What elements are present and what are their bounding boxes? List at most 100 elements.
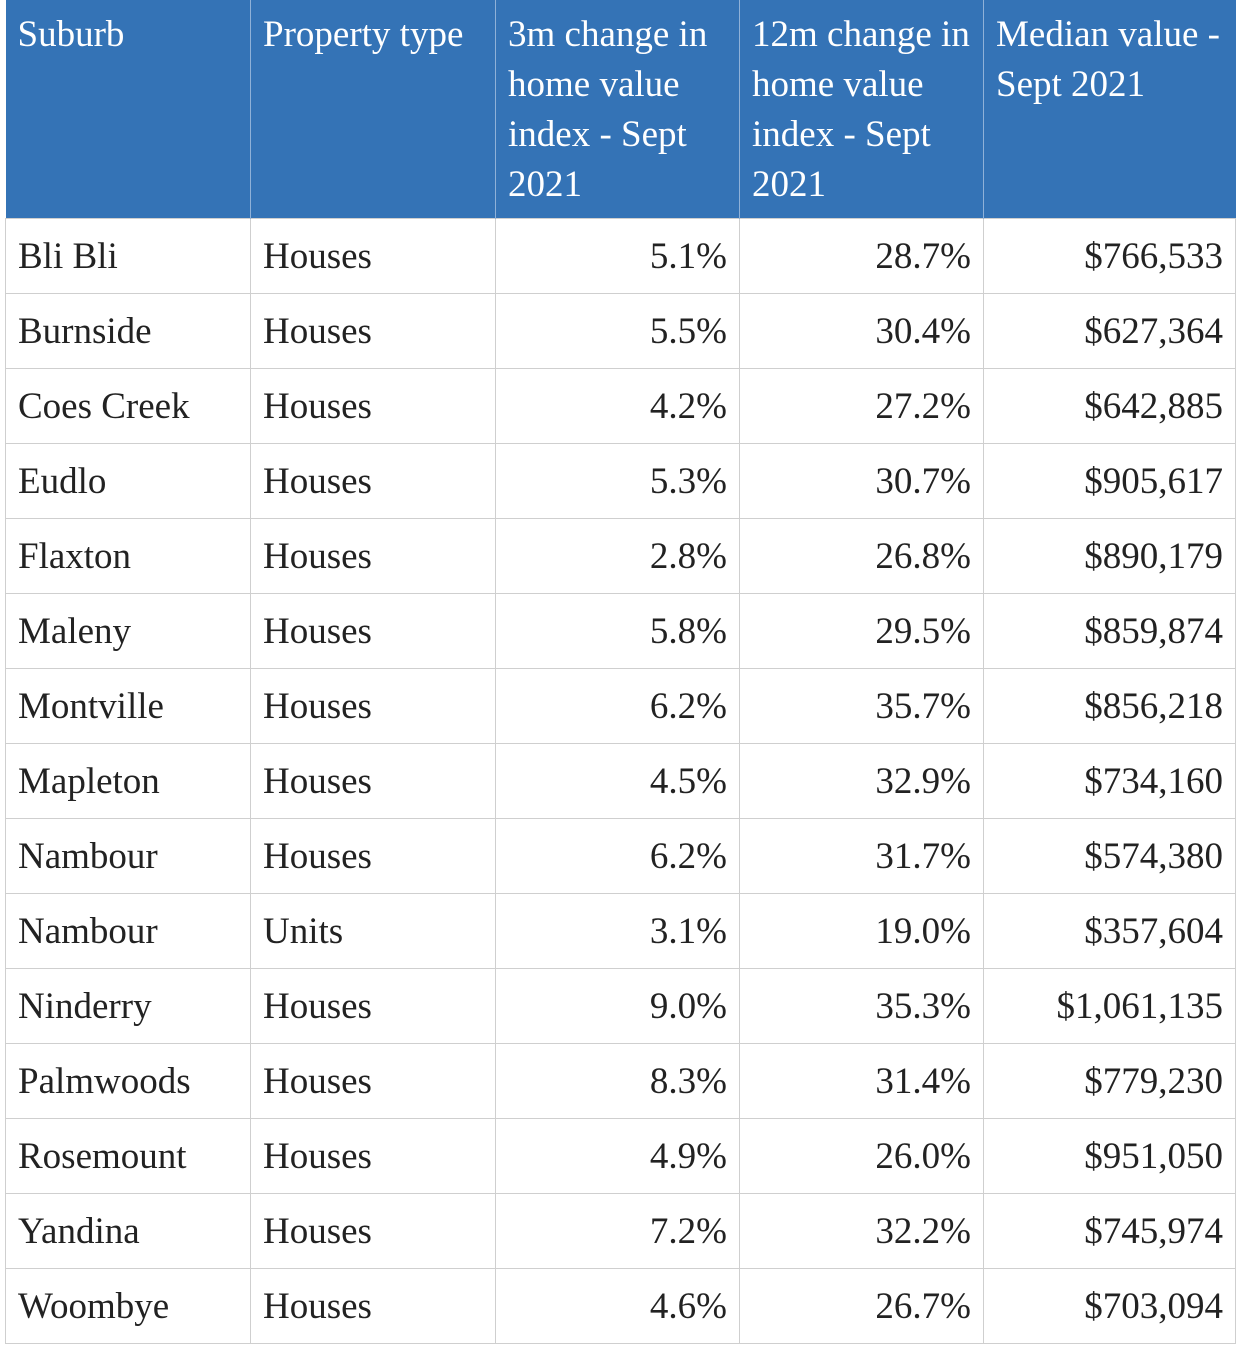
table-cell: 5.1% xyxy=(495,218,740,294)
table-cell: Houses xyxy=(250,593,496,669)
table-cell: 27.2% xyxy=(739,368,984,444)
table-cell: $766,533 xyxy=(983,218,1236,294)
table-cell: 19.0% xyxy=(739,893,984,969)
table-cell: Maleny xyxy=(5,593,251,669)
table-cell: Houses xyxy=(250,218,496,294)
table-cell: $1,061,135 xyxy=(983,968,1236,1044)
table-row: Burnside Houses 5.5% 30.4% $627,364 xyxy=(5,293,1236,369)
table-cell: 2.8% xyxy=(495,518,740,594)
table-cell: 4.6% xyxy=(495,1268,740,1344)
table-cell: 9.0% xyxy=(495,968,740,1044)
table-row: Woombye Houses 4.6% 26.7% $703,094 xyxy=(5,1268,1236,1344)
table-cell: 4.2% xyxy=(495,368,740,444)
table-cell: Rosemount xyxy=(5,1118,251,1194)
table-cell: 32.9% xyxy=(739,743,984,819)
table-row: Flaxton Houses 2.8% 26.8% $890,179 xyxy=(5,518,1236,594)
table-cell: 26.8% xyxy=(739,518,984,594)
table-cell: Houses xyxy=(250,1193,496,1269)
table-cell: Houses xyxy=(250,743,496,819)
table-cell: 31.4% xyxy=(739,1043,984,1119)
table-row: Montville Houses 6.2% 35.7% $856,218 xyxy=(5,668,1236,744)
table-cell: Nambour xyxy=(5,818,251,894)
table-cell: 5.5% xyxy=(495,293,740,369)
table-cell: 6.2% xyxy=(495,818,740,894)
table-cell: Woombye xyxy=(5,1268,251,1344)
table-cell: $856,218 xyxy=(983,668,1236,744)
table-body: Bli Bli Houses 5.1% 28.7% $766,533 Burnside Ho… xyxy=(5,218,1236,1344)
table-cell: Houses xyxy=(250,1268,496,1344)
table-cell: $951,050 xyxy=(983,1118,1236,1194)
table-row: Nambour Houses 6.2% 31.7% $574,380 xyxy=(5,818,1236,894)
table-cell: Houses xyxy=(250,668,496,744)
table-cell: Burnside xyxy=(5,293,251,369)
table-cell: 26.0% xyxy=(739,1118,984,1194)
table-cell: 35.3% xyxy=(739,968,984,1044)
table-cell: Houses xyxy=(250,818,496,894)
table-cell: Ninderry xyxy=(5,968,251,1044)
table-header: Suburb Property type 3m change in home val… xyxy=(5,0,1236,219)
table-cell: 5.3% xyxy=(495,443,740,519)
table-row: Ninderry Houses 9.0% 35.3% $1,061,135 xyxy=(5,968,1236,1044)
table-cell: $745,974 xyxy=(983,1193,1236,1269)
table-cell: Flaxton xyxy=(5,518,251,594)
table-row: Rosemount Houses 4.9% 26.0% $951,050 xyxy=(5,1118,1236,1194)
table-row: Eudlo Houses 5.3% 30.7% $905,617 xyxy=(5,443,1236,519)
table-cell: $905,617 xyxy=(983,443,1236,519)
header-cell: Median value - Sept 2021 xyxy=(983,0,1236,219)
table-cell: $627,364 xyxy=(983,293,1236,369)
header-cell: 3m change in home value index - Sept 202… xyxy=(495,0,740,219)
table-cell: 35.7% xyxy=(739,668,984,744)
table-cell: Houses xyxy=(250,293,496,369)
table-cell: Nambour xyxy=(5,893,251,969)
table-cell: Houses xyxy=(250,518,496,594)
header-cell: Property type xyxy=(250,0,496,219)
table-cell: Houses xyxy=(250,968,496,1044)
table-cell: 30.7% xyxy=(739,443,984,519)
table-cell: Houses xyxy=(250,368,496,444)
table-cell: $890,179 xyxy=(983,518,1236,594)
table-cell: Coes Creek xyxy=(5,368,251,444)
table-cell: 31.7% xyxy=(739,818,984,894)
table-cell: 7.2% xyxy=(495,1193,740,1269)
table-cell: $703,094 xyxy=(983,1268,1236,1344)
table-row: Yandina Houses 7.2% 32.2% $745,974 xyxy=(5,1193,1236,1269)
table-cell: Eudlo xyxy=(5,443,251,519)
table-cell: $642,885 xyxy=(983,368,1236,444)
table-row: Coes Creek Houses 4.2% 27.2% $642,885 xyxy=(5,368,1236,444)
table-cell: Houses xyxy=(250,1118,496,1194)
table-cell: 3.1% xyxy=(495,893,740,969)
table-cell: Bli Bli xyxy=(5,218,251,294)
table-cell: 4.9% xyxy=(495,1118,740,1194)
table-cell: 29.5% xyxy=(739,593,984,669)
table-row: Maleny Houses 5.8% 29.5% $859,874 xyxy=(5,593,1236,669)
table-row: Palmwoods Houses 8.3% 31.4% $779,230 xyxy=(5,1043,1236,1119)
table-cell: Units xyxy=(250,893,496,969)
table-cell: $574,380 xyxy=(983,818,1236,894)
table-cell: Houses xyxy=(250,1043,496,1119)
table-cell: 8.3% xyxy=(495,1043,740,1119)
table-cell: Montville xyxy=(5,668,251,744)
table-row: Nambour Units 3.1% 19.0% $357,604 xyxy=(5,893,1236,969)
table-cell: $779,230 xyxy=(983,1043,1236,1119)
table-cell: Mapleton xyxy=(5,743,251,819)
table-cell: Houses xyxy=(250,443,496,519)
data-table: Suburb Property type 3m change in home val… xyxy=(5,0,1236,1344)
table-row: Bli Bli Houses 5.1% 28.7% $766,533 xyxy=(5,218,1236,294)
header-cell: 12m change in home value index - Sept 20… xyxy=(739,0,984,219)
table-cell: 6.2% xyxy=(495,668,740,744)
table-cell: $859,874 xyxy=(983,593,1236,669)
table-cell: 28.7% xyxy=(739,218,984,294)
table-cell: 4.5% xyxy=(495,743,740,819)
table-cell: Palmwoods xyxy=(5,1043,251,1119)
table-cell: 32.2% xyxy=(739,1193,984,1269)
table-cell: 30.4% xyxy=(739,293,984,369)
table-cell: $357,604 xyxy=(983,893,1236,969)
header-row: Suburb Property type 3m change in home val… xyxy=(5,0,1236,219)
table-cell: 26.7% xyxy=(739,1268,984,1344)
header-cell: Suburb xyxy=(5,0,251,219)
table-cell: Yandina xyxy=(5,1193,251,1269)
table-row: Mapleton Houses 4.5% 32.9% $734,160 xyxy=(5,743,1236,819)
table-cell: 5.8% xyxy=(495,593,740,669)
